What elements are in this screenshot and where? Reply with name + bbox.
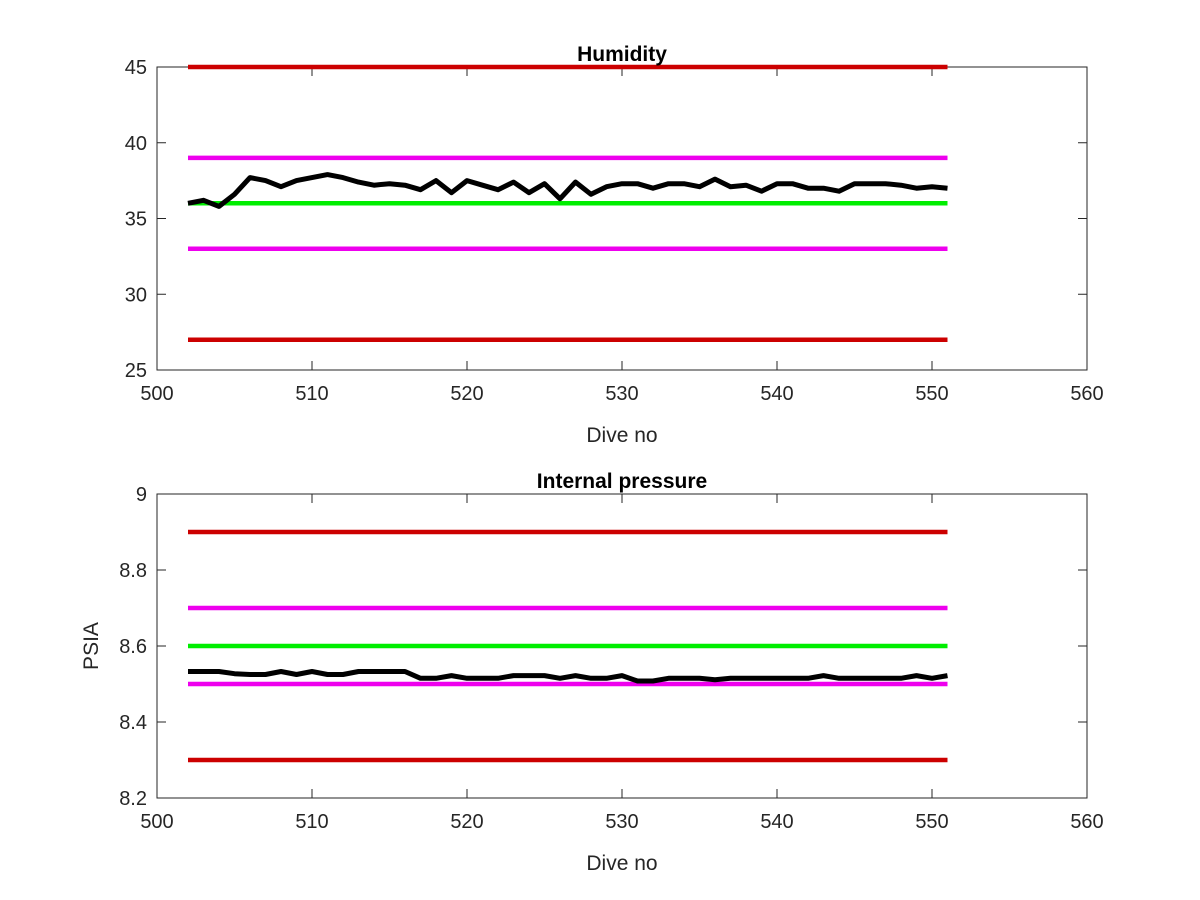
- chart-0-title: Humidity: [577, 43, 667, 66]
- chart-0-y-tick-label: 35: [125, 209, 147, 231]
- chart-1-y-tick-label: 8.6: [119, 636, 147, 658]
- chart-0-x-tick-label: 520: [450, 383, 483, 405]
- chart-0-x-axis-label: Dive no: [586, 424, 657, 447]
- chart-1-title: Internal pressure: [537, 470, 707, 493]
- chart-1-series-measurement: [188, 669, 948, 684]
- chart-1-y-tick-label: 8.4: [119, 712, 147, 734]
- chart-0-series-measurement: [187, 172, 948, 209]
- chart-1-x-tick-label: 540: [760, 811, 793, 833]
- chart-1-x-tick-label: 520: [450, 811, 483, 833]
- chart-1-x-tick-label: 530: [605, 811, 638, 833]
- chart-1-x-tick-label: 510: [295, 811, 328, 833]
- chart-0-x-tick-label: 540: [760, 383, 793, 405]
- chart-1-y-axis-label: PSIA: [80, 622, 103, 670]
- internal-pressure-chart: 500 510 520 530 540 550 560 8.2 8.4 8.6 8.8 9 Intern…: [80, 470, 1104, 875]
- chart-0-y-tick-label: 45: [125, 57, 147, 79]
- chart-0-x-tick-label: 500: [140, 383, 173, 405]
- chart-1-x-tick-label: 560: [1070, 811, 1103, 833]
- chart-0-x-tick-label: 530: [605, 383, 638, 405]
- chart-1-y-tick-label: 9: [136, 484, 147, 506]
- chart-0-y-tick-label: 40: [125, 133, 147, 155]
- chart-0-y-tick-label: 30: [125, 284, 147, 306]
- chart-1-y-tick-label: 8.8: [119, 560, 147, 582]
- chart-0-x-tick-label: 560: [1070, 383, 1103, 405]
- chart-0-x-tick-label: 510: [295, 383, 328, 405]
- chart-0-x-tick-label: 550: [915, 383, 948, 405]
- chart-0-axes-box: [156, 66, 1088, 371]
- chart-0-y-tick-label: 25: [125, 360, 147, 382]
- chart-1-y-tick-label: 8.2: [119, 788, 147, 810]
- chart-1-x-tick-label: 500: [140, 811, 173, 833]
- humidity-chart: 500 510 520 530 540 550 560 25 30 35 40 45 Humidity D…: [125, 43, 1104, 447]
- chart-1-x-tick-label: 550: [915, 811, 948, 833]
- chart-1-x-axis-label: Dive no: [586, 852, 657, 875]
